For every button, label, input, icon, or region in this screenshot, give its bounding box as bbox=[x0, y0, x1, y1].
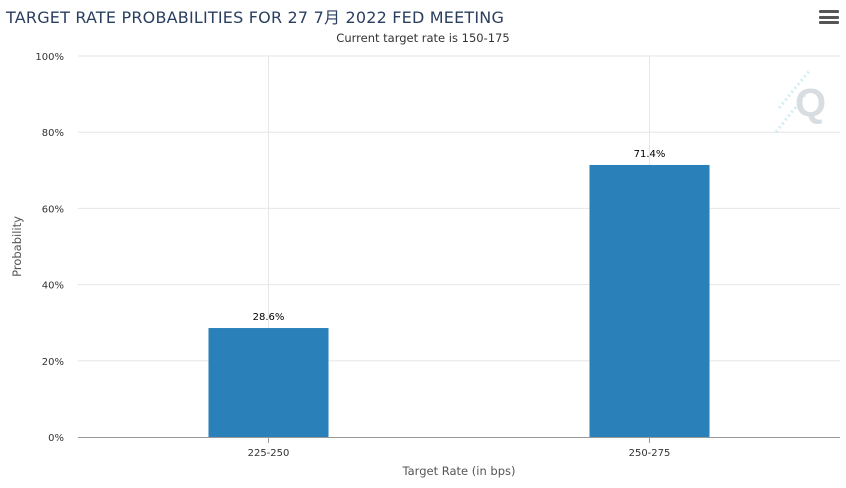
x-tick-label: 225-250 bbox=[248, 448, 290, 459]
bars bbox=[208, 164, 710, 437]
y-tick-label: 20% bbox=[42, 357, 64, 368]
y-tick-label: 100% bbox=[35, 52, 64, 63]
y-tick-label: 60% bbox=[42, 204, 64, 215]
data-label: 71.4% bbox=[634, 149, 666, 160]
y-tick-label: 0% bbox=[48, 433, 64, 444]
chart-subtitle: Current target rate is 150-175 bbox=[336, 31, 510, 45]
grid bbox=[78, 55, 840, 437]
x-tick-label: 250-275 bbox=[629, 448, 671, 459]
y-axis-title: Probability bbox=[10, 216, 24, 277]
hamburger-menu-icon[interactable] bbox=[819, 10, 839, 26]
y-tick-label: 80% bbox=[42, 128, 64, 139]
bar-250-275[interactable] bbox=[589, 164, 710, 437]
x-axis-title: Target Rate (in bps) bbox=[402, 464, 516, 478]
y-tick-label: 40% bbox=[42, 281, 64, 292]
q-logo-icon: Q bbox=[774, 69, 826, 133]
data-label: 28.6% bbox=[253, 312, 285, 323]
bar-225-250[interactable] bbox=[208, 328, 329, 437]
svg-text:Q: Q bbox=[795, 81, 826, 125]
chart-title: TARGET RATE PROBABILITIES FOR 27 7月 2022… bbox=[6, 8, 505, 27]
labels: 0% 20% 40% 60% 80% 100% 28.6% 225-250 71.4% 250-2… bbox=[35, 52, 670, 459]
